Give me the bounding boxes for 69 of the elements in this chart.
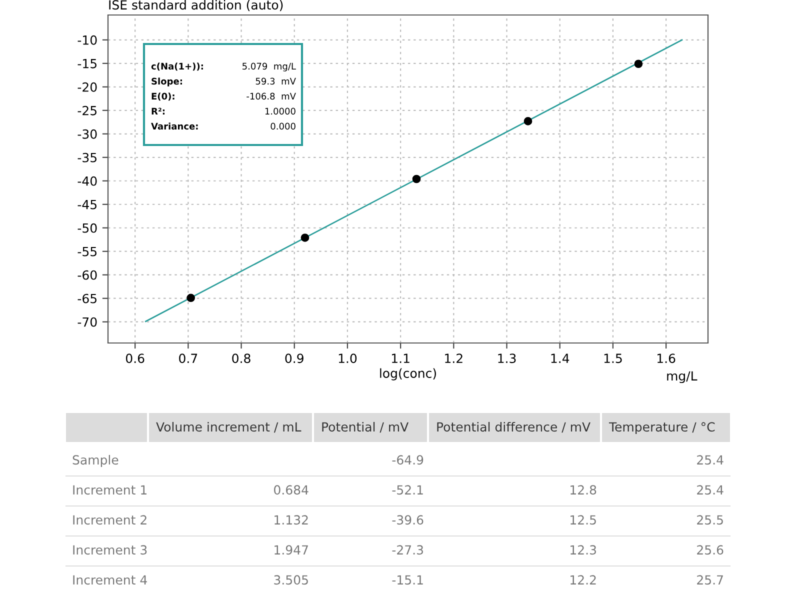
annotation: Variance: bbox=[151, 122, 198, 130]
annotation: E(0): bbox=[152, 92, 174, 101]
point bbox=[300, 234, 310, 242]
x-tick-label: 1.1 bbox=[392, 354, 410, 363]
annotation: 5.079 mg/L bbox=[242, 62, 296, 72]
x-tick-label: 1.6 bbox=[657, 354, 676, 364]
y-tick-label: -30 bbox=[78, 129, 97, 139]
y-tick-label: -35 bbox=[78, 152, 96, 162]
text: 12.8 bbox=[570, 485, 596, 495]
text: 1.132 bbox=[274, 515, 308, 525]
text: 12.5 bbox=[570, 515, 596, 525]
annotation: 59.3 mV bbox=[256, 78, 296, 85]
y-tick-label: -25 bbox=[78, 106, 96, 116]
y-tick-label: -60 bbox=[78, 270, 97, 280]
x-tick-label: 1.0 bbox=[338, 354, 357, 364]
text: Increment 4 bbox=[73, 575, 147, 585]
text: Increment 1 bbox=[73, 485, 146, 495]
point bbox=[412, 174, 421, 184]
x-tick-label: 1.2 bbox=[445, 354, 462, 363]
x-tick-label: 1.4 bbox=[551, 354, 570, 363]
text: 25.6 bbox=[697, 545, 724, 555]
annotation: R²: bbox=[152, 108, 165, 114]
y-tick-label: -15 bbox=[78, 59, 96, 68]
y-tick-label: -20 bbox=[78, 82, 97, 92]
text: 12.3 bbox=[570, 545, 596, 555]
annotation: -106.8 mV bbox=[246, 92, 296, 100]
x-tick-label: 1.3 bbox=[498, 354, 516, 364]
x-axis-title: log(conc) bbox=[380, 368, 436, 380]
y-tick-label: -65 bbox=[78, 294, 96, 304]
text: -64.9 bbox=[392, 455, 424, 465]
x-tick-label: 0.6 bbox=[126, 354, 144, 364]
y-tick-label: -45 bbox=[78, 200, 96, 210]
y-tick-label: -10 bbox=[78, 35, 97, 45]
text: 25.7 bbox=[697, 575, 723, 585]
text: 0.684 bbox=[274, 485, 308, 495]
point bbox=[634, 60, 643, 68]
y-tick-label: -55 bbox=[78, 247, 96, 256]
text: 25.4 bbox=[697, 455, 724, 465]
text: Sample bbox=[72, 454, 118, 468]
text: 25.5 bbox=[697, 515, 723, 525]
annotation: c(Na(1+)): bbox=[151, 62, 203, 71]
text: 1.947 bbox=[274, 545, 308, 555]
text: Increment 2 bbox=[73, 515, 146, 525]
x-tick-label: 0.7 bbox=[179, 354, 198, 364]
text: -15.1 bbox=[392, 575, 423, 585]
text: -52.1 bbox=[392, 485, 423, 495]
text: Potential difference / mV bbox=[437, 422, 590, 433]
point bbox=[524, 117, 532, 126]
annotation: 1.0000 bbox=[265, 108, 296, 115]
x-tick-label: 0.8 bbox=[232, 354, 250, 364]
text: 25.4 bbox=[697, 485, 724, 495]
text: 3.505 bbox=[274, 575, 308, 585]
text: Volume increment / mL bbox=[156, 422, 302, 433]
text: Temperature / °C bbox=[608, 422, 715, 434]
text: Increment 3 bbox=[73, 545, 147, 555]
x-tick-label: 1.5 bbox=[604, 354, 622, 364]
annotation: 0.000 bbox=[270, 122, 296, 130]
y-tick-label: -50 bbox=[78, 223, 97, 233]
text: mg/L bbox=[667, 371, 698, 384]
text: Potential / mV bbox=[322, 422, 409, 433]
point bbox=[186, 294, 195, 302]
text: 12.2 bbox=[570, 575, 596, 584]
y-tick-label: -40 bbox=[78, 176, 97, 186]
x-tick-label: 0.9 bbox=[285, 354, 304, 364]
annotation: Slope: bbox=[152, 78, 182, 86]
chart-title: ISE standard addition (auto) bbox=[109, 0, 283, 12]
text: -27.3 bbox=[392, 545, 423, 555]
y-tick-label: -70 bbox=[78, 317, 97, 327]
text: -39.6 bbox=[392, 515, 424, 525]
